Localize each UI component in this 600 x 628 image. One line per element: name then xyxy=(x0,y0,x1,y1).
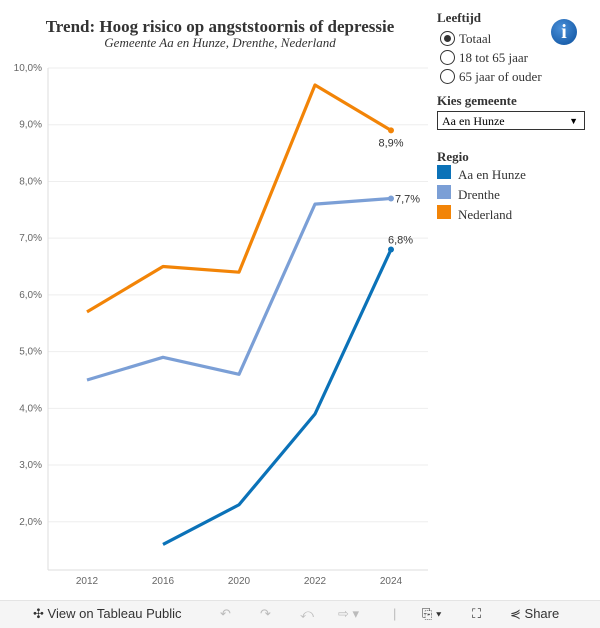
radio-option[interactable]: 65 jaar of ouder xyxy=(437,67,542,86)
legend-swatch xyxy=(437,165,451,179)
gemeente-label: Kies gemeente xyxy=(437,93,517,108)
gemeente-dropdown[interactable]: Aa en Hunze ▼ xyxy=(437,111,585,130)
legend-label: Nederland xyxy=(458,207,513,222)
view-on-tableau-button[interactable]: ✣ View on Tableau Public xyxy=(33,606,182,621)
x-tick-label: 2020 xyxy=(228,576,251,587)
tableau-toolbar: ✣ View on Tableau Public ↶ ↷ ⤺ ⇨ ▾ | ⎘ ▾… xyxy=(0,600,600,628)
tableau-logo-icon: ✣ xyxy=(33,606,44,621)
leeftijd-label: Leeftijd xyxy=(437,10,482,25)
y-tick-label: 7,0% xyxy=(19,233,42,244)
end-point[interactable] xyxy=(388,127,394,134)
y-tick-label: 2,0% xyxy=(19,517,42,528)
legend-swatch xyxy=(437,185,451,199)
radio-label: 65 jaar of ouder xyxy=(459,68,542,84)
gemeente-value: Aa en Hunze xyxy=(442,114,505,128)
radio-label: Totaal xyxy=(459,30,492,46)
y-tick-label: 10,0% xyxy=(14,63,42,74)
series-line-drenthe[interactable] xyxy=(86,196,392,382)
y-tick-label: 3,0% xyxy=(19,460,42,471)
divider: | xyxy=(393,606,397,621)
radio-icon xyxy=(440,31,455,46)
share-icon: ⋞ xyxy=(510,606,521,621)
radio-option[interactable]: 18 tot 65 jaar xyxy=(437,48,542,67)
legend-swatch xyxy=(437,205,451,219)
y-tick-label: 4,0% xyxy=(19,403,42,414)
data-label: 7,7% xyxy=(395,193,420,205)
legend-label: Aa en Hunze xyxy=(458,167,526,182)
radio-label: 18 tot 65 jaar xyxy=(459,49,528,65)
revert-icon[interactable]: ⤺ xyxy=(300,606,314,621)
end-point[interactable] xyxy=(388,195,394,202)
x-tick-label: 2012 xyxy=(76,576,99,587)
line-chart: 2,0% 3,0% 4,0% 5,0% 6,0% 7,0% 8,0% 9,0% 10,0% 201… xyxy=(14,63,428,587)
radio-icon xyxy=(440,69,455,84)
x-tick-label: 2022 xyxy=(304,576,327,587)
leeftijd-filter: Leeftijd Totaal 18 tot 65 jaar 65 jaar of … xyxy=(437,10,542,86)
info-icon[interactable]: i xyxy=(551,19,577,45)
series-line-aa-en-hunze[interactable] xyxy=(162,248,393,546)
legend-item[interactable]: Drenthe xyxy=(437,185,526,205)
legend-title: Regio xyxy=(437,149,469,164)
y-tick-label: 6,0% xyxy=(19,290,42,301)
fullscreen-icon[interactable]: ⛶ xyxy=(472,606,482,621)
chart-title: Trend: Hoog risico op angststoornis of d… xyxy=(45,17,395,36)
share-button[interactable]: ⋞ Share xyxy=(510,606,560,621)
x-tick-label: 2016 xyxy=(152,576,175,587)
legend-item[interactable]: Aa en Hunze xyxy=(437,165,526,185)
y-tick-label: 5,0% xyxy=(19,347,42,358)
redo-icon[interactable]: ↷ xyxy=(260,606,271,621)
y-tick-label: 9,0% xyxy=(19,120,42,131)
radio-option[interactable]: Totaal xyxy=(437,29,542,48)
x-tick-label: 2024 xyxy=(380,576,403,587)
undo-icon[interactable]: ↶ xyxy=(220,606,231,621)
chart-subtitle: Gemeente Aa en Hunze, Drenthe, Nederland xyxy=(104,35,336,50)
refresh-icon[interactable]: ⇨ ▾ xyxy=(338,606,360,621)
data-label: 8,9% xyxy=(378,137,403,149)
legend-item[interactable]: Nederland xyxy=(437,205,526,225)
end-point[interactable] xyxy=(388,246,394,253)
data-label: 6,8% xyxy=(388,235,413,247)
radio-icon xyxy=(440,50,455,65)
y-tick-label: 8,0% xyxy=(19,176,42,187)
legend-label: Drenthe xyxy=(458,187,500,202)
download-icon[interactable]: ⎘ ▾ xyxy=(422,606,442,621)
legend: Regio Aa en Hunze Drenthe Nederland xyxy=(437,149,526,225)
dropdown-arrow-icon: ▼ xyxy=(569,116,578,126)
series-line-nederland[interactable] xyxy=(86,83,392,314)
